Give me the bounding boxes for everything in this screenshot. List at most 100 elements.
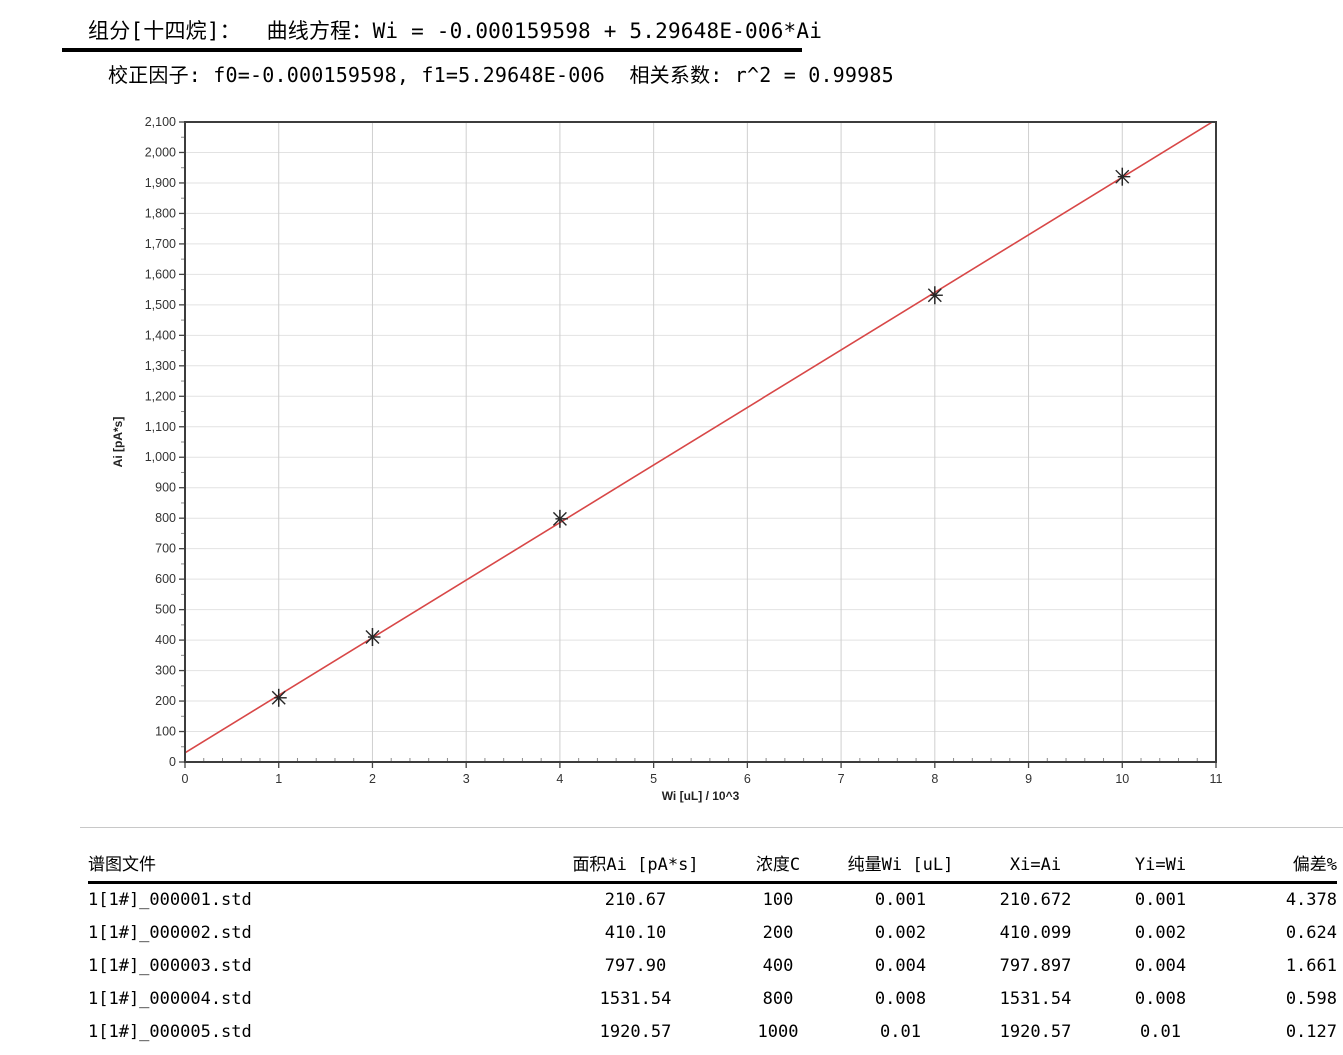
x-tick-label: 8 bbox=[931, 772, 938, 786]
value-cell: 0.008 bbox=[874, 989, 927, 1009]
value-cell: 1920.57 bbox=[999, 1022, 1072, 1042]
spectrum-file-cell: 1[1#]_000001.std bbox=[88, 890, 252, 910]
column-header: Yi=Wi bbox=[1134, 855, 1187, 875]
x-tick-label: 11 bbox=[1210, 772, 1223, 786]
y-tick-label: 800 bbox=[155, 511, 176, 525]
title-underline bbox=[62, 48, 802, 52]
calibration-factors-line: 校正因子: f0=-0.000159598, f1=5.29648E-006 相… bbox=[108, 63, 894, 87]
y-tick-label: 600 bbox=[155, 572, 176, 586]
value-cell: 200 bbox=[762, 923, 794, 943]
value-cell: 410.10 bbox=[604, 923, 667, 943]
x-tick-label: 9 bbox=[1025, 772, 1032, 786]
y-tick-label: 0 bbox=[169, 755, 176, 769]
spectrum-file-cell: 1[1#]_000005.std bbox=[88, 1022, 252, 1042]
value-cell: 0.01 bbox=[880, 1022, 921, 1042]
x-tick-label: 5 bbox=[650, 772, 657, 786]
y-tick-label: 1,700 bbox=[145, 237, 176, 251]
y-tick-label: 900 bbox=[155, 481, 176, 495]
value-cell: 0.624 bbox=[1285, 923, 1337, 943]
y-tick-label: 1,200 bbox=[145, 389, 176, 403]
x-tick-label: 6 bbox=[744, 772, 751, 786]
value-cell: 4.378 bbox=[1285, 890, 1337, 910]
table-row: 1[1#]_000001.std 210.67 100 0.001 210.672 0.0… bbox=[88, 890, 1337, 923]
x-axis-title: Wi [uL] / 10^3 bbox=[662, 789, 740, 803]
value-cell: 0.004 bbox=[1134, 956, 1187, 976]
table-row: 1[1#]_000002.std 410.10 200 0.002 410.099 0.0… bbox=[88, 923, 1337, 956]
value-cell: 1920.57 bbox=[599, 1022, 672, 1042]
value-cell: 797.897 bbox=[999, 956, 1072, 976]
column-header: 谱图文件 bbox=[88, 855, 156, 875]
value-cell: 1531.54 bbox=[999, 989, 1072, 1009]
y-tick-label: 2,100 bbox=[145, 115, 176, 129]
x-tick-label: 4 bbox=[556, 772, 563, 786]
table-header-row: 谱图文件 面积Ai [pA*s] 浓度C 纯量Wi [uL] Xi=Ai Yi=Wi 偏差% bbox=[88, 850, 1337, 881]
plot-frame bbox=[184, 121, 1217, 763]
column-header: 纯量Wi [uL] bbox=[847, 855, 954, 875]
y-tick-label: 1,900 bbox=[145, 176, 176, 190]
value-cell: 0.008 bbox=[1134, 989, 1187, 1009]
value-cell: 0.002 bbox=[874, 923, 927, 943]
spectrum-file-cell: 1[1#]_000004.std bbox=[88, 989, 252, 1009]
value-cell: 100 bbox=[762, 890, 794, 910]
table-top-divider bbox=[80, 827, 1343, 828]
column-header: 浓度C bbox=[755, 855, 801, 875]
table-row: 1[1#]_000005.std 1920.57 1000 0.01 1920.57 0.… bbox=[88, 1022, 1337, 1055]
data-point-marker bbox=[1115, 167, 1131, 186]
value-cell: 1.661 bbox=[1285, 956, 1337, 976]
column-header: 偏差% bbox=[1292, 855, 1337, 875]
y-tick-label: 200 bbox=[155, 694, 176, 708]
column-header: Xi=Ai bbox=[1009, 855, 1062, 875]
y-tick-label: 1,300 bbox=[145, 359, 176, 373]
value-cell: 0.598 bbox=[1285, 989, 1337, 1009]
value-cell: 400 bbox=[762, 956, 794, 976]
y-tick-label: 1,500 bbox=[145, 298, 176, 312]
y-tick-label: 100 bbox=[155, 725, 176, 739]
table-row: 1[1#]_000003.std 797.90 400 0.004 797.897 0.0… bbox=[88, 956, 1337, 989]
table-row: 1[1#]_000004.std 1531.54 800 0.008 1531.54 0.… bbox=[88, 989, 1337, 1022]
spectrum-file-cell: 1[1#]_000002.std bbox=[88, 923, 252, 943]
y-tick-label: 400 bbox=[155, 633, 176, 647]
data-point-marker bbox=[365, 628, 381, 647]
x-tick-label: 7 bbox=[838, 772, 845, 786]
x-tick-label: 0 bbox=[182, 772, 189, 786]
value-cell: 0.127 bbox=[1285, 1022, 1337, 1042]
y-tick-label: 300 bbox=[155, 664, 176, 678]
x-tick-label: 2 bbox=[369, 772, 376, 786]
table-header-rule bbox=[88, 881, 1337, 884]
value-cell: 0.004 bbox=[874, 956, 927, 976]
y-tick-label: 700 bbox=[155, 542, 176, 556]
value-cell: 410.099 bbox=[999, 923, 1072, 943]
y-tick-label: 1,400 bbox=[145, 328, 176, 342]
calibration-curve-chart: 0 1 2 3 4 5 6 7 8 9 10 11 0 100 200 300 400 500 600 700 800 9… bbox=[111, 115, 1223, 803]
x-tick-label: 3 bbox=[463, 772, 470, 786]
y-tick-label: 1,100 bbox=[145, 420, 176, 434]
x-tick-label: 10 bbox=[1115, 772, 1129, 786]
column-header: 面积Ai [pA*s] bbox=[572, 855, 699, 875]
value-cell: 0.001 bbox=[874, 890, 927, 910]
table-body: 1[1#]_000001.std 210.67 100 0.001 210.672 0.0… bbox=[88, 890, 1337, 1055]
value-cell: 0.01 bbox=[1140, 1022, 1181, 1042]
x-tick-label: 1 bbox=[275, 772, 282, 786]
component-equation-title: 组分[十四烷]： 曲线方程：Wi = -0.000159598 + 5.2964… bbox=[88, 19, 823, 43]
value-cell: 210.67 bbox=[604, 890, 667, 910]
y-tick-label: 500 bbox=[155, 603, 176, 617]
data-point-marker bbox=[552, 509, 568, 528]
value-cell: 800 bbox=[762, 989, 794, 1009]
value-cell: 210.672 bbox=[999, 890, 1072, 910]
y-tick-label: 1,800 bbox=[145, 206, 176, 220]
value-cell: 1531.54 bbox=[599, 989, 672, 1009]
y-axis-title: Ai [pA*s] bbox=[111, 417, 125, 468]
calibration-table: 谱图文件 面积Ai [pA*s] 浓度C 纯量Wi [uL] Xi=Ai Yi=Wi 偏差%… bbox=[88, 850, 1337, 1055]
y-tick-label: 1,000 bbox=[145, 450, 176, 464]
data-point-marker bbox=[927, 286, 943, 305]
y-tick-label: 1,600 bbox=[145, 267, 176, 281]
regression-line bbox=[184, 121, 1213, 754]
y-tick-label: 2,000 bbox=[145, 145, 176, 159]
value-cell: 1000 bbox=[757, 1022, 799, 1042]
data-point-marker bbox=[271, 688, 287, 707]
value-cell: 797.90 bbox=[604, 956, 667, 976]
spectrum-file-cell: 1[1#]_000003.std bbox=[88, 956, 252, 976]
value-cell: 0.001 bbox=[1134, 890, 1187, 910]
value-cell: 0.002 bbox=[1134, 923, 1187, 943]
